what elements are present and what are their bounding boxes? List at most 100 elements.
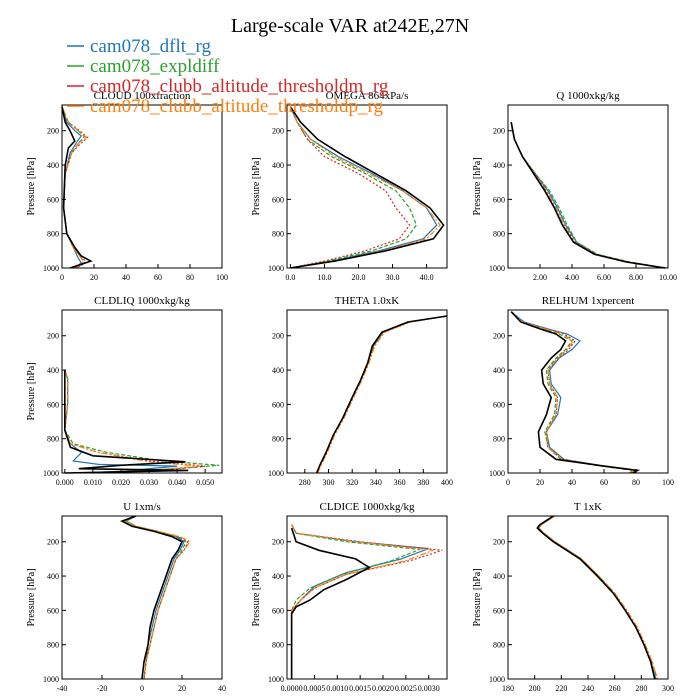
x-tick-label: 0.0015 <box>349 684 371 693</box>
x-tick-label: 300 <box>322 478 334 487</box>
y-tick-label: 800 <box>493 641 505 650</box>
y-tick-label: 800 <box>47 435 59 444</box>
panel-title: OMEGA 864xPa/s <box>326 90 409 102</box>
series-line-cam078_dflt_rg <box>537 515 657 680</box>
y-tick-label: 1000 <box>43 675 59 684</box>
y-tick-label: 400 <box>272 366 284 375</box>
panel-frame <box>507 515 669 680</box>
panel-frame <box>286 309 448 474</box>
y-tick-label: 800 <box>493 230 505 239</box>
panel-frame <box>507 309 669 474</box>
y-tick-label: 600 <box>493 400 505 409</box>
series-line-cam078_clubb_altitude_thresholdm_rg <box>289 106 411 269</box>
series-line-reference <box>315 315 448 474</box>
y-tick-label: 600 <box>272 195 284 204</box>
panel-title: CLOUD 100xfraction <box>94 90 191 102</box>
series-line-cam078_clubb_altitude_thresholdp_rg <box>61 106 87 269</box>
y-tick-label: 200 <box>493 127 505 136</box>
x-tick-label: 0.040 <box>168 478 186 487</box>
y-tick-label: 600 <box>272 606 284 615</box>
x-tick-label: 320 <box>346 478 358 487</box>
series-line-cam078_clubb_altitude_thresholdp_rg <box>122 515 191 680</box>
x-tick-label: 40 <box>568 478 576 487</box>
y-tick-label: 200 <box>272 538 284 547</box>
y-tick-label: 400 <box>47 161 59 170</box>
x-tick-label: 0.0000 <box>281 684 303 693</box>
x-tick-label: 0.0010 <box>326 684 348 693</box>
panel-title: U 1xm/s <box>123 501 161 513</box>
x-tick-label: 300 <box>662 684 674 693</box>
y-tick-label: 1000 <box>489 264 505 273</box>
x-tick-label: 2.00 <box>533 273 547 282</box>
x-tick-label: 0.020 <box>112 478 130 487</box>
x-tick-label: 260 <box>609 684 621 693</box>
x-tick-label: 360 <box>394 478 406 487</box>
series-line-cam078_clubb_altitude_thresholdp_rg <box>537 515 658 680</box>
y-axis-label: Pressure [hPa] <box>251 157 262 215</box>
series-line-cam078_expldiff <box>64 369 220 474</box>
legend-label: cam078_expldiff <box>90 56 220 77</box>
series-line-cam078_clubb_altitude_thresholdm_rg <box>537 515 658 680</box>
x-tick-label: 0 <box>140 684 144 693</box>
series-line-cam078_expldiff <box>510 311 635 474</box>
series-line-cam078_clubb_altitude_thresholdp_rg <box>510 122 665 269</box>
x-tick-label: 80 <box>632 478 640 487</box>
series-line-reference <box>64 370 189 474</box>
x-tick-label: 220 <box>555 684 567 693</box>
series-line-reference <box>289 106 445 269</box>
series-line-cam078_expldiff <box>537 515 658 680</box>
y-tick-label: 800 <box>47 230 59 239</box>
series-line-cam078_clubb_altitude_thresholdp_rg <box>291 524 434 679</box>
y-tick-label: 600 <box>47 195 59 204</box>
series-line-reference <box>510 311 641 474</box>
y-tick-label: 1000 <box>489 675 505 684</box>
x-tick-label: 30.0 <box>386 273 400 282</box>
x-tick-label: 100 <box>216 273 228 282</box>
y-tick-label: 600 <box>47 606 59 615</box>
panel-2: Q 1000xkg/kg 200 400 600 800 1000 2.00 4.00 6.00… <box>472 90 677 282</box>
panel-frame <box>61 515 223 680</box>
series-line-cam078_dflt_rg <box>510 311 638 474</box>
panel-title: T 1xK <box>574 501 602 513</box>
x-tick-label: 0.0030 <box>418 684 440 693</box>
panel-frame <box>507 104 669 269</box>
y-tick-label: 800 <box>47 641 59 650</box>
x-tick-label: 60 <box>600 478 608 487</box>
legend-label: cam078_clubb_altitude_thresholdp_rg <box>90 96 384 117</box>
x-tick-label: 40.0 <box>420 273 434 282</box>
series-line-reference <box>61 106 93 269</box>
y-tick-label: 400 <box>47 366 59 375</box>
series-line-cam078_clubb_altitude_thresholdm_rg <box>64 369 206 474</box>
series-line-reference <box>536 515 656 680</box>
y-tick-label: 600 <box>47 400 59 409</box>
series-line-reference <box>120 515 184 680</box>
y-tick-label: 800 <box>272 435 284 444</box>
x-tick-label: -40 <box>57 684 68 693</box>
x-tick-label: 20.0 <box>351 273 365 282</box>
x-tick-label: 20 <box>90 273 98 282</box>
y-axis-label: Pressure [hPa] <box>26 157 37 215</box>
figure-title: Large-scale VAR at242E,27N <box>231 15 469 37</box>
series-line-cam078_expldiff <box>124 515 187 680</box>
y-tick-label: 200 <box>47 127 59 136</box>
series-line-cam078_dflt_rg <box>317 315 448 474</box>
x-tick-label: 0.0 <box>285 273 295 282</box>
x-tick-label: 400 <box>441 478 453 487</box>
x-tick-label: 100 <box>662 478 674 487</box>
y-tick-label: 400 <box>272 572 284 581</box>
y-tick-label: 200 <box>47 332 59 341</box>
series-line-cam078_expldiff <box>510 122 667 269</box>
panel-frame <box>286 515 448 680</box>
x-tick-label: 40 <box>122 273 130 282</box>
x-tick-label: 6.00 <box>597 273 611 282</box>
x-tick-label: 280 <box>299 478 311 487</box>
series-line-cam078_dflt_rg <box>124 515 185 680</box>
x-tick-label: 60 <box>154 273 162 282</box>
y-axis-label: Pressure [hPa] <box>472 157 483 215</box>
series-line-cam078_clubb_altitude_thresholdm_rg <box>510 311 636 474</box>
x-tick-label: 0.010 <box>84 478 102 487</box>
x-tick-label: 240 <box>582 684 594 693</box>
